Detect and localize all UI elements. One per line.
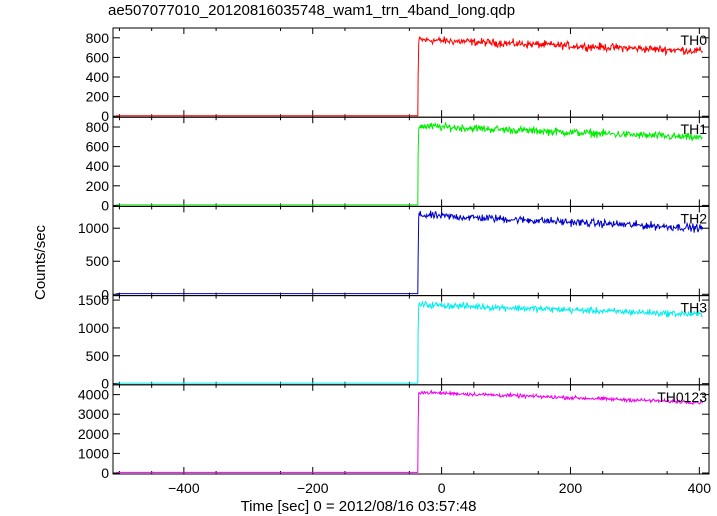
panel-frame-th2	[112, 205, 710, 297]
y-tick-label: 3000	[78, 406, 109, 422]
panel-frame-th0123	[112, 384, 710, 475]
y-tick-label: 200	[86, 178, 110, 194]
panel-frame-th1	[112, 116, 710, 207]
panel-frame-th3	[112, 295, 710, 386]
series-label-th3: TH3	[681, 300, 708, 316]
y-tick-label: 200	[86, 89, 110, 105]
y-tick-label: 4000	[78, 387, 109, 403]
y-tick-label: 0	[101, 197, 109, 213]
series-line-th0123	[116, 389, 704, 473]
y-tick-label: 2000	[78, 426, 109, 442]
y-tick-label: 800	[86, 119, 110, 135]
panel-frame-th0	[112, 27, 710, 118]
x-tick-label: 0	[438, 480, 446, 496]
y-tick-label: 0	[101, 376, 109, 392]
y-tick-label: 500	[86, 348, 110, 364]
y-tick-label: 1000	[78, 445, 109, 461]
y-tick-label: 0	[101, 465, 109, 481]
x-tick-label: 400	[688, 480, 712, 496]
chart-title: ae507077010_20120816035748_wam1_trn_4ban…	[108, 2, 516, 19]
x-tick-label: 200	[559, 480, 583, 496]
series-label-th1: TH1	[681, 121, 708, 137]
series-label-th0: TH0	[681, 32, 708, 48]
x-tick-label: −400	[168, 480, 200, 496]
x-axis-label: Time [sec] 0 = 2012/08/16 03:57:48	[240, 498, 477, 515]
y-tick-label: 400	[86, 69, 110, 85]
x-tick-label: −200	[297, 480, 329, 496]
y-tick-label: 400	[86, 158, 110, 174]
y-tick-label: 800	[86, 30, 110, 46]
y-tick-label: 600	[86, 49, 110, 65]
series-line-th0	[116, 35, 703, 117]
y-tick-label: 1000	[78, 320, 109, 336]
series-line-th1	[116, 121, 703, 206]
y-tick-label: 600	[86, 139, 110, 155]
y-tick-label: 0	[101, 108, 109, 124]
y-tick-label: 500	[86, 253, 110, 269]
y-tick-label: 0	[101, 286, 109, 302]
series-line-th3	[116, 299, 703, 384]
y-tick-label: 1000	[78, 220, 109, 236]
series-line-th2	[116, 210, 704, 295]
series-label-th2: TH2	[681, 210, 708, 226]
y-tick-label: 1500	[78, 292, 109, 308]
series-label-th0123: TH0123	[657, 389, 707, 405]
